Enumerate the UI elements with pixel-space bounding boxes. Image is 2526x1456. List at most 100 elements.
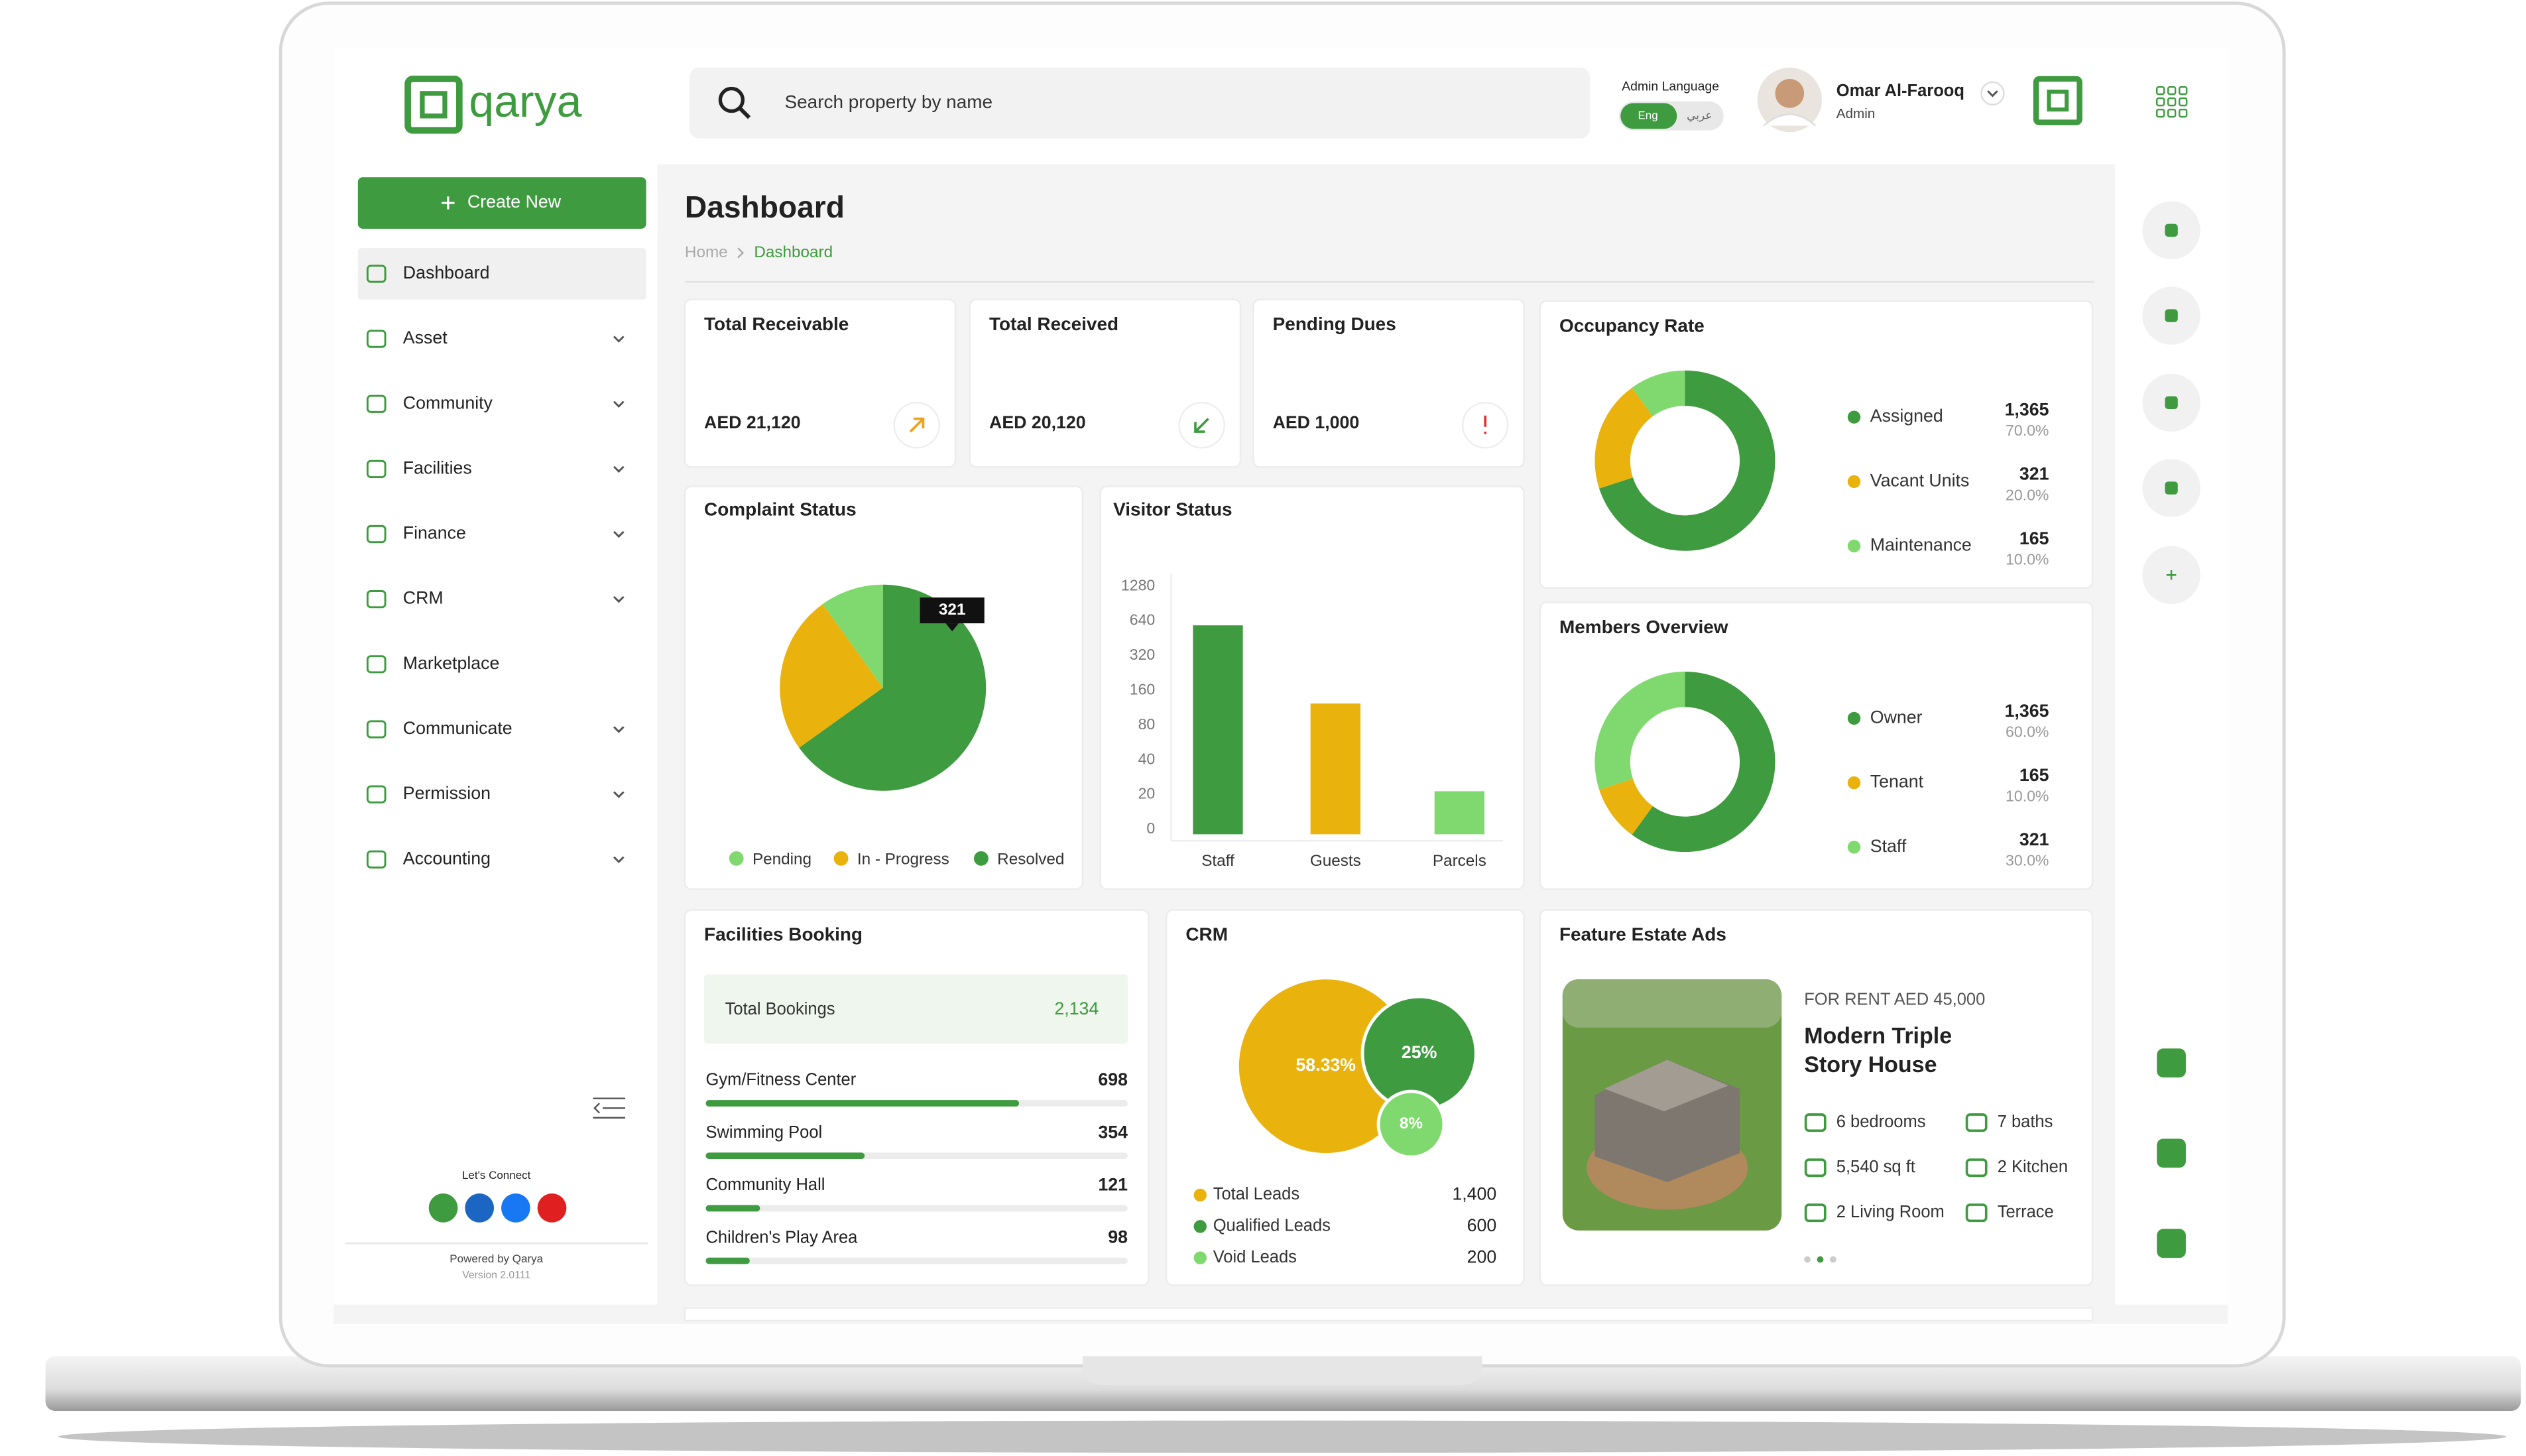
social-icon[interactable] bbox=[465, 1193, 495, 1223]
feature: 2 Living Room bbox=[1836, 1203, 1945, 1221]
chevron-icon bbox=[613, 726, 625, 733]
chevron-icon bbox=[613, 530, 625, 538]
menu-item[interactable]: Accounting bbox=[403, 848, 491, 868]
legend-dot bbox=[1847, 711, 1861, 725]
legend-dot bbox=[1193, 1188, 1207, 1202]
count: 321 bbox=[2019, 464, 2049, 484]
search-icon-handle bbox=[738, 106, 751, 119]
pie-slice bbox=[822, 584, 883, 688]
menu-item[interactable]: Communicate bbox=[403, 718, 512, 738]
tooltip-value: 321 bbox=[939, 601, 966, 619]
feature: 5,540 sq ft bbox=[1836, 1158, 1915, 1176]
carousel-dot[interactable] bbox=[1817, 1256, 1824, 1263]
bubble-label: 8% bbox=[1400, 1115, 1423, 1132]
social-icon[interactable] bbox=[428, 1193, 458, 1223]
sidebar bbox=[333, 48, 658, 1305]
grid-menu-icon bbox=[2167, 97, 2177, 107]
connect-label: Let's Connect bbox=[462, 1169, 531, 1182]
legend-label: Void Leads bbox=[1213, 1248, 1297, 1266]
user-name: Omar Al-Farooq bbox=[1836, 82, 1964, 100]
social-icon[interactable] bbox=[537, 1193, 567, 1223]
stat-value: AED 20,120 bbox=[989, 412, 1086, 432]
facility-value: 98 bbox=[1108, 1227, 1128, 1247]
facility-value: 354 bbox=[1098, 1122, 1128, 1142]
chevron-icon bbox=[613, 465, 625, 473]
feature-icon bbox=[1965, 1203, 1988, 1223]
rail-icon[interactable] bbox=[2157, 1138, 2186, 1168]
menu-item[interactable]: Dashboard bbox=[403, 263, 490, 282]
x-tick-label: Parcels bbox=[1433, 852, 1486, 870]
progress-bar bbox=[705, 1205, 760, 1212]
bottom-card bbox=[684, 1307, 2094, 1322]
search-placeholder: Search property by name bbox=[785, 91, 993, 112]
percent: 70.0% bbox=[2006, 422, 2049, 439]
feature-icon bbox=[1965, 1158, 1988, 1178]
progress-bar bbox=[705, 1152, 865, 1160]
user-role: Admin bbox=[1836, 106, 1875, 121]
legend-label: Maintenance bbox=[1870, 535, 1972, 555]
legend-dot bbox=[1193, 1220, 1207, 1233]
facility-name: Community Hall bbox=[705, 1176, 825, 1194]
donut-segment bbox=[1632, 671, 1775, 853]
breadcrumb-sep bbox=[737, 247, 745, 259]
logo-text: qarya bbox=[469, 76, 581, 127]
legend-value: 1,400 bbox=[1452, 1184, 1496, 1204]
rail-icon[interactable] bbox=[2157, 1048, 2186, 1078]
rail-plus bbox=[2166, 570, 2177, 580]
legend-dot bbox=[1847, 475, 1861, 489]
menu-item[interactable]: Community bbox=[403, 393, 493, 412]
y-tick-label: 1280 bbox=[1121, 576, 1155, 593]
facility-value: 121 bbox=[1098, 1174, 1128, 1194]
menu-item[interactable]: Permission bbox=[403, 783, 491, 803]
donut-segment bbox=[1594, 671, 1685, 790]
carousel-dot[interactable] bbox=[1804, 1256, 1811, 1263]
menu-icon bbox=[366, 785, 387, 804]
card-title: Complaint Status bbox=[704, 499, 857, 519]
y-tick-label: 640 bbox=[1130, 611, 1155, 629]
create-button[interactable] bbox=[357, 177, 646, 229]
total-label: Total Bookings bbox=[725, 1000, 835, 1018]
social-icon[interactable] bbox=[501, 1193, 530, 1223]
stat-label: Pending Dues bbox=[1273, 314, 1396, 334]
grid-menu-icon bbox=[2155, 86, 2165, 95]
facility-name: Gym/Fitness Center bbox=[705, 1071, 856, 1089]
legend-label: In - Progress bbox=[857, 851, 949, 869]
legend-value: 600 bbox=[1467, 1215, 1497, 1235]
feature: 6 bedrooms bbox=[1836, 1113, 1926, 1131]
rail-icon[interactable] bbox=[2157, 1229, 2186, 1258]
ad-tag: FOR RENT AED 45,000 bbox=[1804, 990, 1985, 1008]
avatar-face bbox=[1775, 79, 1805, 108]
user-menu[interactable] bbox=[1980, 81, 2005, 106]
total-value: 2,134 bbox=[1054, 999, 1099, 1018]
laptop-notch bbox=[1082, 1356, 1482, 1386]
language-option: Eng bbox=[1638, 109, 1657, 121]
y-tick-label: 40 bbox=[1138, 750, 1156, 767]
language-active bbox=[1620, 103, 1677, 129]
stat-label: Total Received bbox=[989, 314, 1118, 334]
donut-segment bbox=[1632, 370, 1685, 416]
menu-active-bg bbox=[357, 248, 646, 300]
menu-item[interactable]: Marketplace bbox=[403, 653, 500, 673]
legend-value: 200 bbox=[1467, 1246, 1497, 1266]
count: 165 bbox=[2019, 765, 2049, 785]
chevron-icon bbox=[1987, 90, 1998, 97]
bubble-label: 58.33% bbox=[1295, 1055, 1356, 1075]
pie-slice bbox=[799, 584, 987, 791]
card-title: Facilities Booking bbox=[704, 924, 863, 945]
feature-icon bbox=[1965, 1113, 1988, 1132]
menu-item[interactable]: Finance bbox=[403, 523, 466, 543]
card-title: CRM bbox=[1185, 924, 1228, 945]
menu-item[interactable]: Facilities bbox=[403, 457, 472, 477]
rail-glyph bbox=[2165, 309, 2178, 322]
menu-item[interactable]: CRM bbox=[403, 588, 444, 608]
carousel-dot[interactable] bbox=[1830, 1256, 1836, 1263]
total-box bbox=[704, 974, 1128, 1044]
search-box[interactable] bbox=[690, 68, 1591, 139]
legend-dot bbox=[973, 851, 989, 866]
percent: 60.0% bbox=[2006, 723, 2049, 740]
legend-label: Qualified Leads bbox=[1213, 1217, 1331, 1235]
x-tick-label: Staff bbox=[1201, 852, 1234, 870]
menu-item[interactable]: Asset bbox=[403, 328, 448, 347]
count: 1,365 bbox=[2005, 701, 2049, 721]
app-icon-inner bbox=[2047, 90, 2069, 112]
